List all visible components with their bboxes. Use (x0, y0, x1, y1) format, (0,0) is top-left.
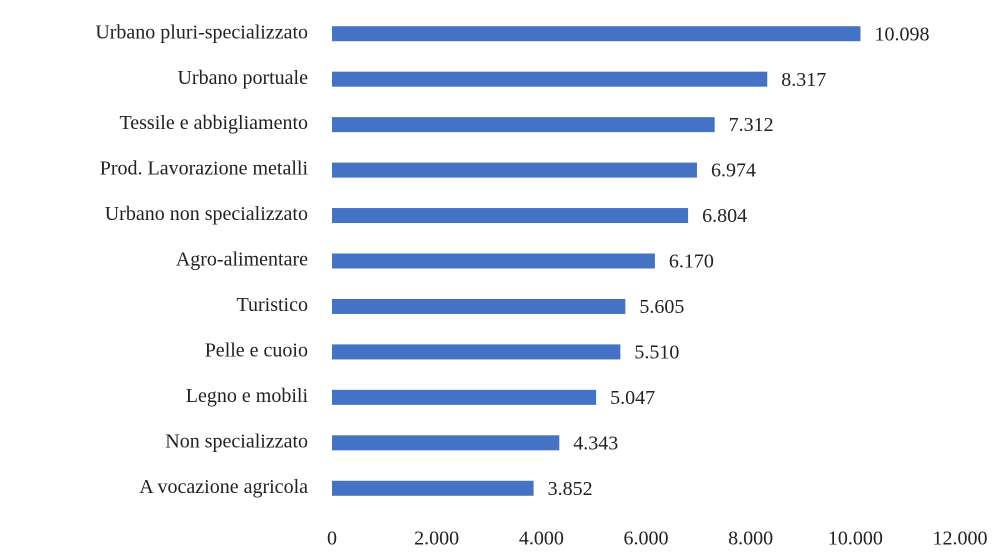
x-tick-label: 10.000 (828, 528, 883, 550)
value-label: 6.170 (669, 251, 714, 273)
bar (332, 26, 861, 42)
x-tick-label: 4.000 (519, 528, 564, 550)
y-tick-label: Urbano pluri-specializzato (95, 21, 308, 43)
bar (332, 298, 626, 314)
y-tick-label: Turistico (236, 294, 308, 316)
bar (332, 162, 697, 178)
value-label: 6.804 (702, 205, 747, 227)
value-label: 6.974 (711, 160, 756, 182)
value-label: 8.317 (781, 69, 826, 91)
bar (332, 389, 597, 405)
y-tick-label: Tessile e abbigliamento (119, 112, 308, 134)
y-tick-label: Non specializzato (165, 430, 308, 452)
y-tick-label: Pelle e cuoio (205, 340, 308, 362)
value-label: 10.098 (874, 23, 929, 45)
value-label: 5.605 (639, 296, 684, 318)
bar (332, 71, 768, 87)
y-tick-label: Urbano portuale (177, 67, 308, 89)
bar (332, 435, 560, 451)
bar (332, 480, 534, 496)
y-tick-label: Prod. Lavorazione metalli (100, 158, 309, 180)
bar (332, 117, 715, 133)
bar (332, 208, 689, 224)
y-tick-label: Agro-alimentare (176, 249, 308, 271)
value-label: 4.343 (573, 432, 618, 454)
x-tick-label: 0 (327, 528, 337, 550)
x-tick-label: 6.000 (624, 528, 669, 550)
x-tick-label: 12.000 (933, 528, 988, 550)
bar (332, 253, 655, 269)
x-tick-label: 2.000 (414, 528, 459, 550)
y-tick-label: A vocazione agricola (139, 476, 308, 498)
value-label: 3.852 (548, 478, 593, 500)
value-label: 5.510 (634, 342, 679, 364)
x-tick-label: 8.000 (728, 528, 773, 550)
y-tick-label: Legno e mobili (186, 385, 309, 407)
value-label: 7.312 (729, 114, 774, 136)
bar (332, 344, 621, 360)
y-tick-label: Urbano non specializzato (105, 203, 308, 225)
value-label: 5.047 (610, 387, 655, 409)
